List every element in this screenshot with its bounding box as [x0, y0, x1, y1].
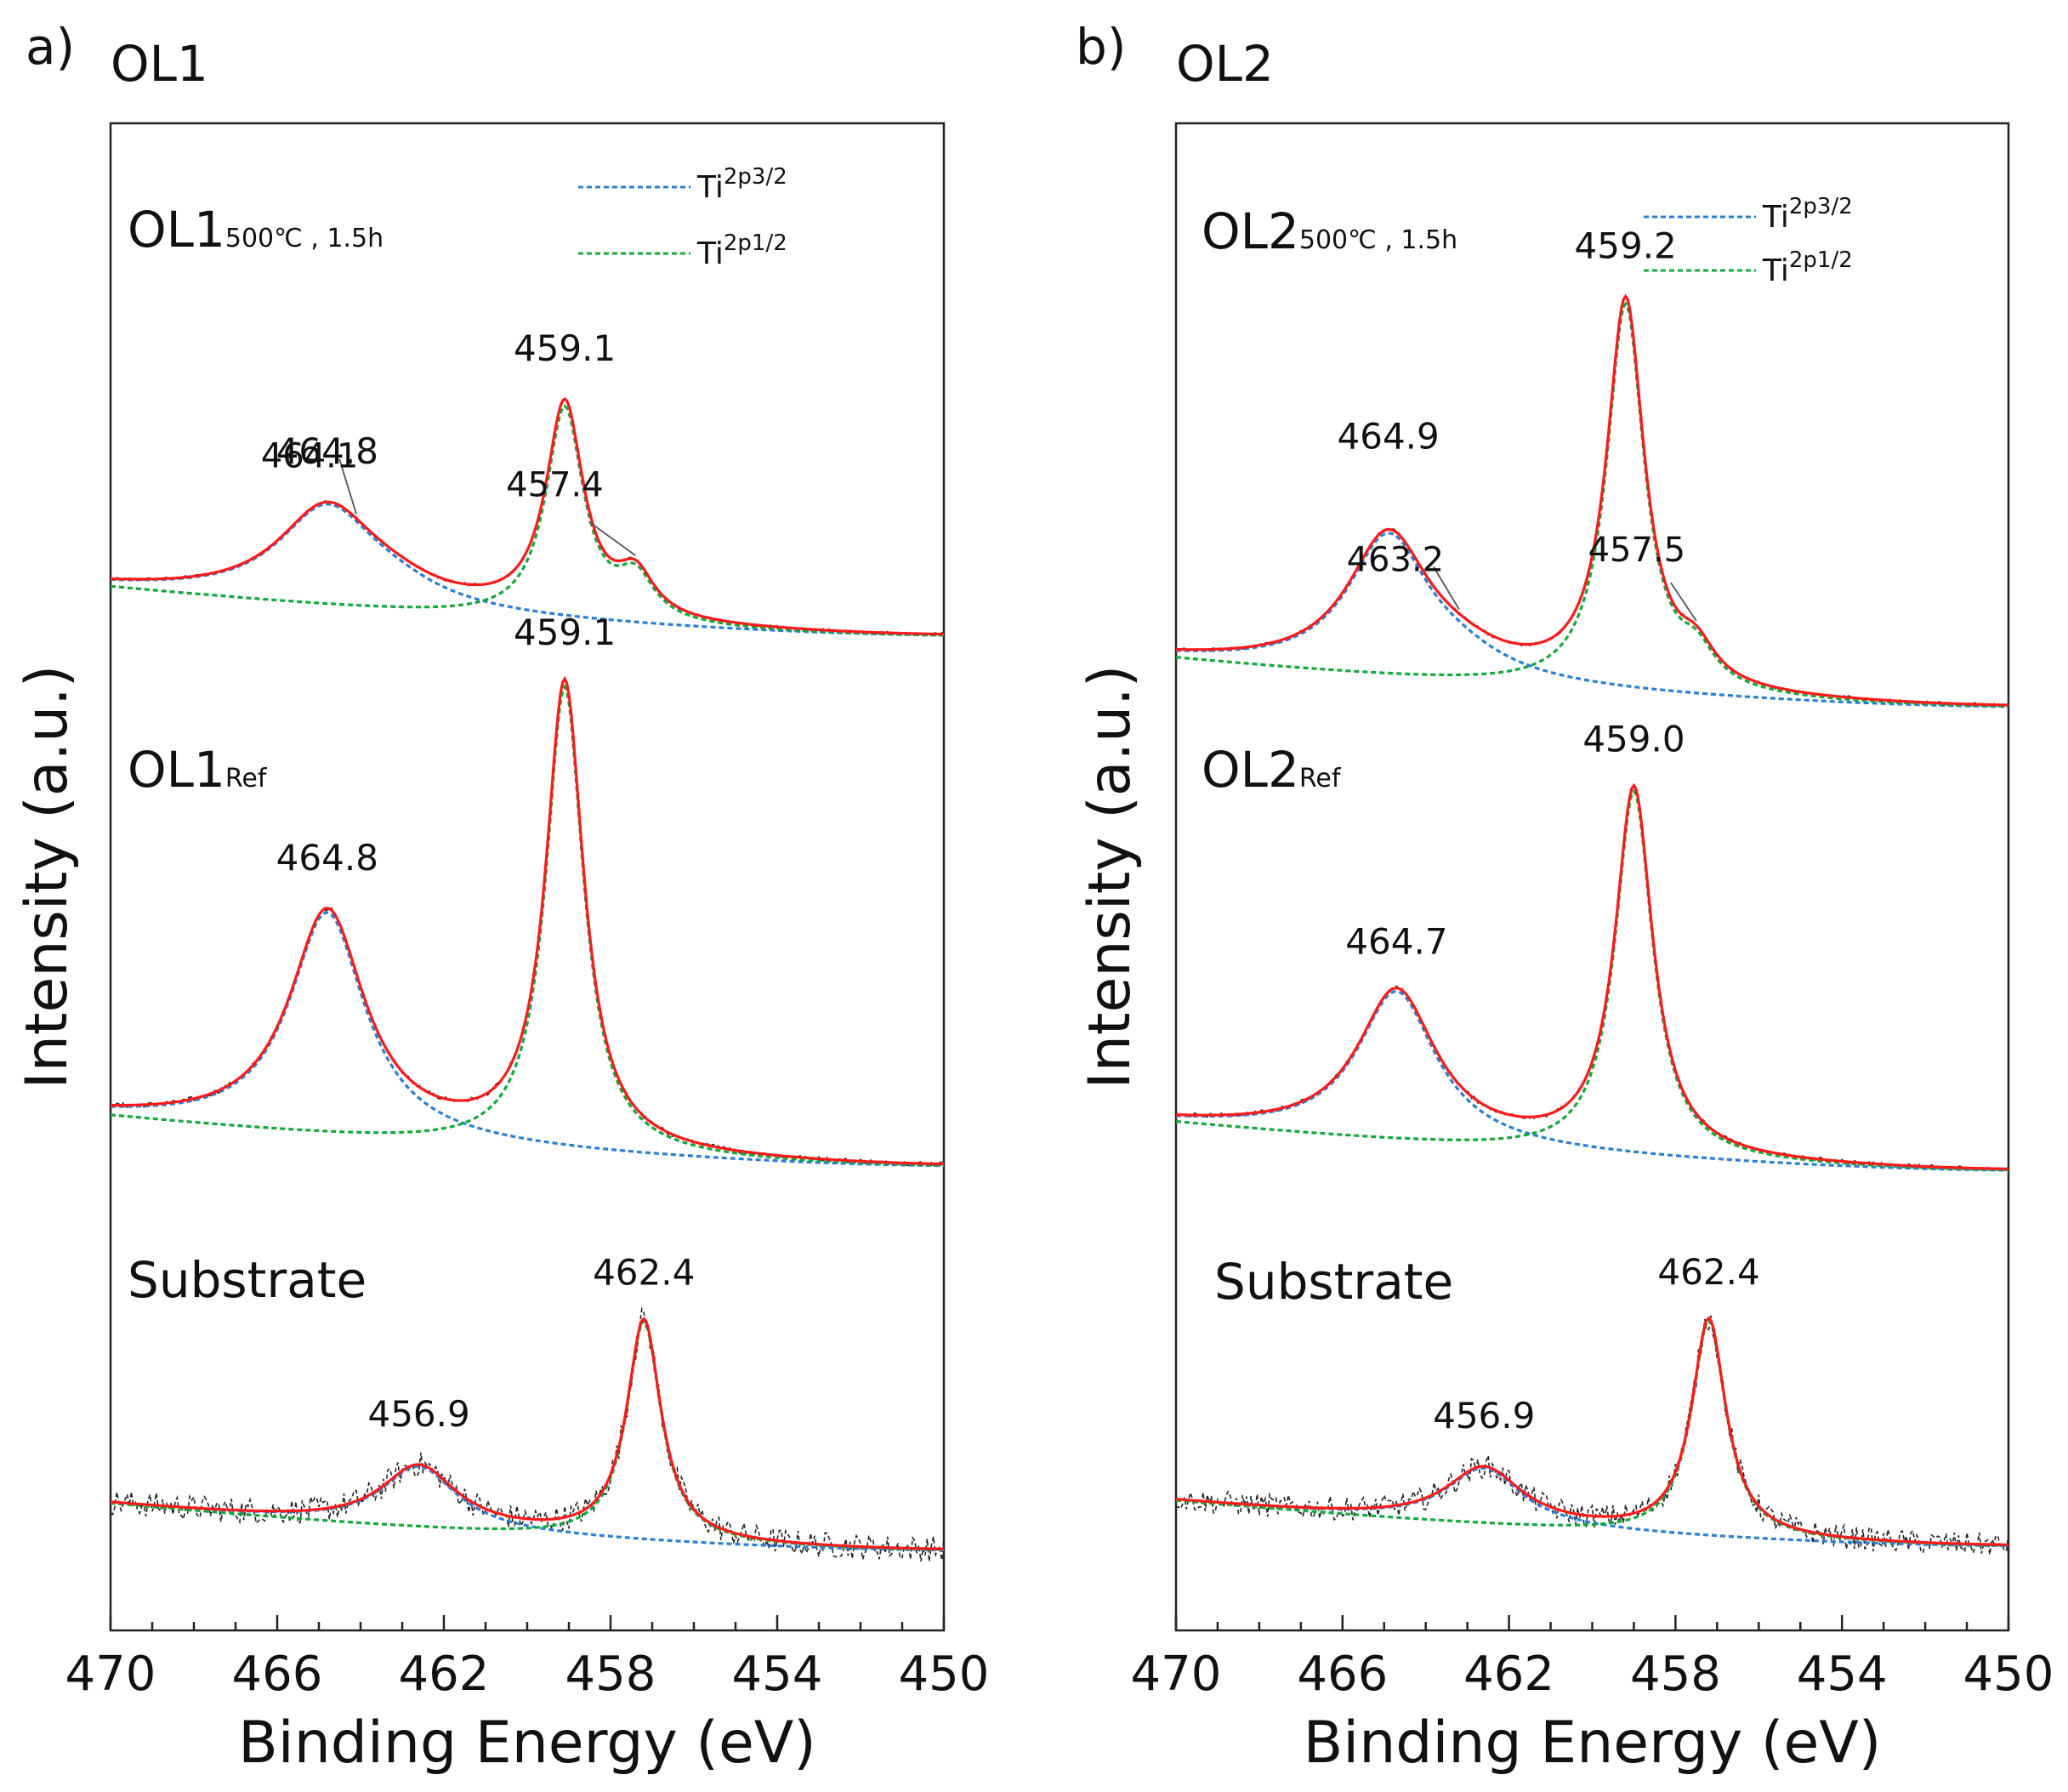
peak-annotation: 463.2 [1347, 540, 1445, 579]
x-tick-label: 458 [565, 1647, 656, 1702]
ti-2p1-2-component-line [1175, 301, 2008, 708]
raw-data-line [110, 1306, 945, 1562]
spectrum-label: Substrate [1214, 1253, 1453, 1311]
spectrum-3: Substrate 462.4 456.9 [110, 1251, 945, 1562]
x-tick-label: 466 [232, 1647, 323, 1702]
ti-2p1-2-component-line [1175, 788, 2008, 1171]
x-tick-label: 462 [1463, 1647, 1554, 1702]
x-axis-label: Binding Energy (eV) [1304, 1710, 1882, 1777]
panel-ol2: b) OL2 470 466 462 458 454 450 Binding Energy (e… [1076, 18, 2054, 1777]
x-tick-label: 470 [1131, 1647, 1222, 1702]
peak-annotation: 464.7 [1345, 921, 1447, 963]
spectrum-label: OL1Ref [128, 741, 268, 799]
fit-envelope-line [1176, 293, 2008, 707]
ti-2p1-2-component-line [1175, 1318, 2008, 1547]
legend-entry-2p3-2: Ti2p3/2 [1762, 194, 1853, 235]
spectrum-label: OL1500℃ , 1.5h [128, 201, 383, 259]
annotation-leader [1433, 566, 1460, 610]
fit-envelope-line [1175, 782, 2008, 1170]
spectrum-2: OL2Ref 459.0 464.7 [1175, 719, 2009, 1172]
y-axis-label: Intensity (a.u.) [14, 665, 81, 1089]
plot-frame [1174, 122, 2010, 1632]
panel-label: b) [1076, 18, 1126, 76]
annotation-leader [1670, 582, 1697, 622]
fit-envelope-line [111, 675, 945, 1166]
ti-2p3-2-component-line [1175, 989, 2008, 1172]
peak-annotation: 457.5 [1588, 531, 1686, 570]
annotation-leader [338, 458, 357, 515]
panel-ol1: a) OL1 470 466 462 458 454 450 Binding Energy (e… [14, 18, 989, 1777]
peak-annotation: 459.0 [1582, 719, 1685, 760]
y-axis-label: Intensity (a.u.) [1077, 665, 1144, 1089]
panel-label: a) [26, 18, 75, 76]
peak-annotation: 464.8 [276, 430, 378, 472]
peak-annotation: 462.4 [1657, 1251, 1759, 1293]
x-tick-label: 454 [732, 1647, 823, 1702]
peak-annotation: 464.1 [261, 437, 359, 476]
peak-annotation: 456.9 [367, 1393, 469, 1435]
x-tick-label: 454 [1797, 1647, 1888, 1702]
legend-entry-2p3-2: Ti2p3/2 [696, 164, 787, 205]
spectrum-label: Substrate [128, 1251, 366, 1309]
legend-entry-2p1-2: Ti2p1/2 [696, 230, 787, 271]
annotation-leader [588, 521, 636, 556]
ti-2p3-2-component-line [111, 911, 945, 1168]
x-tick-label: 450 [1963, 1647, 2054, 1702]
x-tick-label: 462 [399, 1647, 490, 1702]
x-tick-label: 450 [899, 1647, 990, 1702]
x-tick-label: 470 [65, 1647, 156, 1702]
fit-envelope-line [110, 396, 944, 636]
raw-data-line [110, 680, 945, 1167]
x-axis-label: Binding Energy (eV) [238, 1710, 816, 1777]
fit-envelope-line [1175, 1316, 2008, 1546]
peak-annotation: 459.1 [514, 612, 616, 653]
ti-2p3-2-component-line [110, 1465, 945, 1552]
peak-annotation: 462.4 [593, 1252, 695, 1294]
legend-entry-2p1-2: Ti2p1/2 [1762, 247, 1853, 288]
ti-2p1-2-component-line [110, 404, 944, 637]
peak-annotation: 457.4 [506, 465, 604, 504]
peak-annotation: 459.2 [1575, 225, 1677, 266]
peak-annotation: 459.1 [514, 327, 616, 369]
raw-data-line [1175, 296, 2009, 707]
peak-annotation: 464.8 [276, 837, 378, 879]
ti-2p1-2-component-line [110, 684, 944, 1167]
panel-title: OL2 [1176, 35, 1274, 93]
raw-data-line [1175, 784, 2009, 1172]
peak-annotation: 456.9 [1433, 1395, 1535, 1436]
raw-data-line [1175, 1315, 2009, 1556]
raw-data-line [110, 398, 945, 636]
spectrum-label: OL2500℃ , 1.5h [1202, 202, 1457, 260]
x-tick-label: 458 [1630, 1647, 1721, 1702]
x-tick-label: 466 [1297, 1647, 1388, 1702]
fit-envelope-line [110, 1317, 944, 1550]
ti-2p1-2-component-line [110, 1319, 945, 1551]
spectrum-2: OL1Ref 459.1 464.8 [110, 612, 945, 1168]
peak-annotation: 464.9 [1338, 415, 1440, 457]
spectrum-1: OL2500℃ , 1.5h 459.2 464.9 463.2 457.5 [1175, 202, 2009, 708]
panel-title: OL1 [111, 35, 208, 93]
spectrum-label: OL2Ref [1202, 741, 1342, 799]
spectrum-3: Substrate 462.4 456.9 [1175, 1251, 2009, 1556]
